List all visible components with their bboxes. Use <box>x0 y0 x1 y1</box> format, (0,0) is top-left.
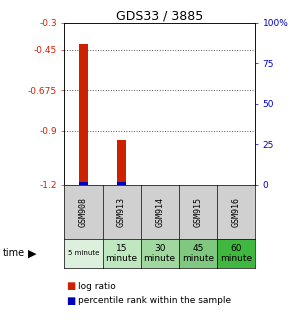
Text: ▶: ▶ <box>28 249 37 258</box>
Text: time: time <box>3 249 25 258</box>
Text: GSM913: GSM913 <box>117 197 126 227</box>
Text: ■: ■ <box>66 296 75 306</box>
Text: log ratio: log ratio <box>78 282 115 291</box>
Bar <box>117 182 126 185</box>
Text: 5 minute: 5 minute <box>68 250 99 256</box>
Text: 60
minute: 60 minute <box>220 244 252 263</box>
Bar <box>79 43 88 185</box>
Text: GSM916: GSM916 <box>231 197 240 227</box>
Text: percentile rank within the sample: percentile rank within the sample <box>78 296 231 305</box>
Title: GDS33 / 3885: GDS33 / 3885 <box>116 10 203 23</box>
Text: 30
minute: 30 minute <box>144 244 176 263</box>
Text: 15
minute: 15 minute <box>105 244 138 263</box>
Bar <box>117 140 126 185</box>
Text: GSM914: GSM914 <box>155 197 164 227</box>
Text: ■: ■ <box>66 281 75 291</box>
Text: GSM908: GSM908 <box>79 197 88 227</box>
Text: GSM915: GSM915 <box>193 197 202 227</box>
Bar <box>79 181 88 185</box>
Text: 45
minute: 45 minute <box>182 244 214 263</box>
